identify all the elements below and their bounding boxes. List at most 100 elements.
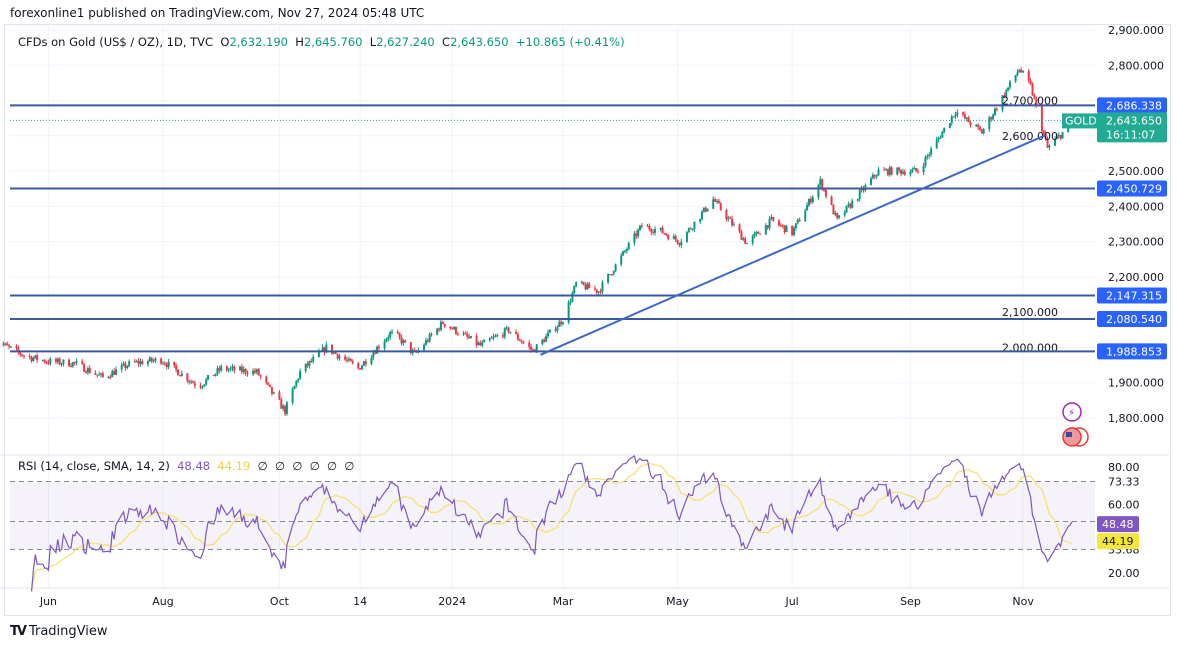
candle <box>937 137 940 140</box>
candle <box>28 355 31 357</box>
candle <box>836 212 839 218</box>
price-axis-label: 2,700.000 <box>1002 95 1058 108</box>
candle <box>610 274 613 276</box>
candle <box>838 215 841 218</box>
candle <box>503 328 506 337</box>
candle <box>562 322 564 325</box>
candle <box>359 368 362 370</box>
candle <box>608 274 611 276</box>
candle <box>464 333 467 335</box>
candle <box>693 221 696 229</box>
candle <box>1059 135 1062 139</box>
candle <box>312 356 315 362</box>
symbol-legend: CFDs on Gold (US$ / OZ), 1D, TVC O2,632.… <box>18 35 625 49</box>
candle <box>620 255 623 265</box>
candle <box>347 358 350 361</box>
candle <box>888 167 891 175</box>
candle <box>317 351 320 357</box>
rsi-line <box>30 454 1073 592</box>
empty-value: ∅ <box>309 459 320 473</box>
candle <box>62 359 65 364</box>
current-price-label: 2,643.650 <box>1106 114 1162 127</box>
candle <box>479 342 482 346</box>
time-axis-label: 2024 <box>438 595 466 608</box>
candle <box>100 373 103 375</box>
candle <box>334 351 337 354</box>
brand-name: TradingView <box>28 624 108 639</box>
time-axis-label: Aug <box>152 595 173 608</box>
candle <box>1057 135 1060 137</box>
candle <box>190 381 193 383</box>
candle <box>101 373 104 377</box>
candle <box>646 225 649 227</box>
candle <box>387 337 390 339</box>
candle <box>113 371 116 375</box>
candle <box>956 112 959 115</box>
candle <box>729 217 732 219</box>
candle <box>569 301 572 303</box>
candle <box>109 376 112 378</box>
candle <box>847 204 850 206</box>
candle <box>674 236 677 240</box>
candle <box>4 343 7 345</box>
price-axis-label: 2,800.000 <box>1108 59 1164 72</box>
candle <box>732 224 735 226</box>
candle <box>554 329 557 331</box>
candle <box>593 288 596 290</box>
rsi-badge-label: 48.48 <box>1102 518 1134 531</box>
price-axis-label: 1,900.000 <box>1108 377 1164 390</box>
candle <box>712 199 715 209</box>
symbol-title[interactable]: CFDs on Gold (US$ / OZ), 1D, TVC <box>18 35 214 49</box>
candle <box>963 114 966 119</box>
candle <box>71 362 74 367</box>
candle <box>935 139 938 149</box>
candle <box>321 347 324 352</box>
candle <box>423 344 426 350</box>
tradingview-brand[interactable]: TV TradingView <box>10 624 107 639</box>
candle <box>873 174 876 177</box>
candle <box>1005 90 1008 97</box>
candle <box>530 346 533 350</box>
candle <box>877 169 880 176</box>
candle <box>43 360 46 363</box>
candle <box>541 339 544 345</box>
candle <box>903 171 906 175</box>
candle <box>796 219 799 224</box>
candle <box>607 274 610 283</box>
level-price-label: 2,686.338 <box>1106 99 1162 112</box>
candle <box>834 212 837 215</box>
candle <box>913 168 916 170</box>
candle <box>625 249 628 251</box>
lightning-event-icon[interactable] <box>1062 402 1082 422</box>
empty-value: ∅ <box>327 459 338 473</box>
candle <box>1003 95 1006 97</box>
candle <box>783 225 786 233</box>
candle <box>580 281 583 283</box>
candle <box>383 341 386 349</box>
candle <box>336 353 339 359</box>
candle <box>282 405 285 409</box>
candle <box>391 331 394 333</box>
level-price-label: 2,450.729 <box>1106 182 1162 195</box>
trendline[interactable] <box>540 134 1047 356</box>
candle <box>240 366 243 372</box>
candle <box>469 336 472 339</box>
candle <box>622 251 625 256</box>
candle <box>663 233 666 235</box>
price-axis-label: 2,900.000 <box>1108 24 1164 37</box>
candle <box>781 225 784 227</box>
candle <box>545 336 548 342</box>
candle <box>992 115 995 120</box>
candle <box>706 208 709 212</box>
price-axis-label: 2,500.000 <box>1108 165 1164 178</box>
candle <box>323 347 326 353</box>
candle <box>216 368 219 374</box>
candle <box>702 207 705 212</box>
candle <box>886 169 889 175</box>
candle <box>272 392 275 394</box>
rsi-title[interactable]: RSI (14, close, SMA, 14, 2) <box>18 459 170 473</box>
candle <box>665 233 668 236</box>
candle <box>950 116 953 124</box>
candle <box>520 340 523 343</box>
